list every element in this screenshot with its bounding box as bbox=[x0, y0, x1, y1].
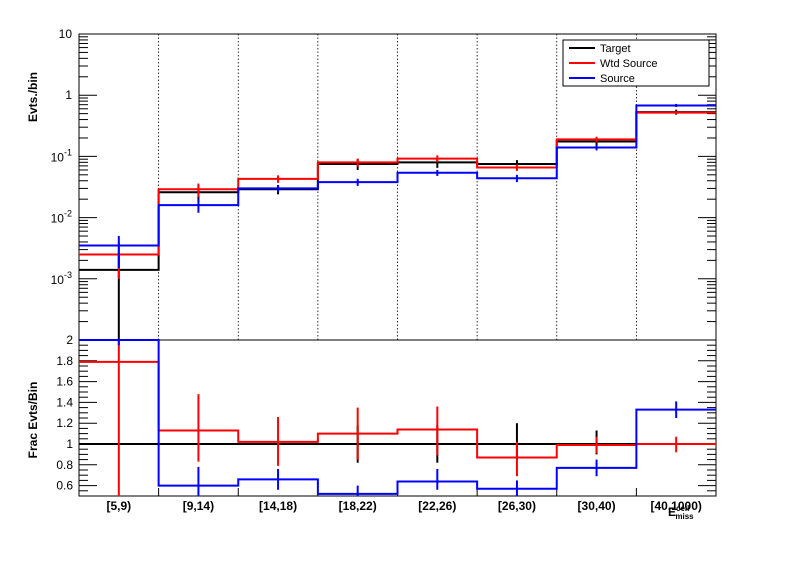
x-category-label: [18,22) bbox=[339, 499, 377, 513]
series-step-line bbox=[79, 339, 716, 495]
y-axis-title-bottom: Frac Evts/Bin bbox=[26, 382, 40, 459]
legend-entry: Source bbox=[600, 73, 635, 85]
x-category-label: [26,30) bbox=[498, 499, 536, 513]
ratio-panel-frame bbox=[78, 339, 717, 497]
x-category-label: [5,9) bbox=[106, 499, 131, 513]
y-axis-title-top: Evts./bin bbox=[26, 72, 40, 122]
y-tick-label: 1 bbox=[65, 88, 72, 102]
x-category-label: [9,14) bbox=[183, 499, 214, 513]
y-tick-label: 1.2 bbox=[56, 416, 73, 430]
y-tick-label: 1.4 bbox=[56, 395, 73, 409]
x-category-label: [14,18) bbox=[259, 499, 297, 513]
x-category-label: [22,26) bbox=[418, 499, 456, 513]
y-tick-label: 1.6 bbox=[56, 375, 73, 389]
legend-entry: Wtd Source bbox=[600, 58, 657, 70]
series-step-line bbox=[79, 111, 716, 256]
y-tick-label: 2 bbox=[66, 333, 73, 347]
x-category-label: [30,40) bbox=[578, 499, 616, 513]
y-tick-label: 1.8 bbox=[56, 354, 73, 368]
y-tick-label: 1 bbox=[66, 437, 73, 451]
x-axis-title: Ecell miss bbox=[668, 504, 694, 521]
series-source bbox=[79, 103, 716, 269]
y-tick-label: 10-2 bbox=[51, 209, 72, 226]
y-tick-label: 10 bbox=[59, 27, 73, 41]
series-target bbox=[79, 109, 716, 340]
y-tick-label: 10-3 bbox=[51, 270, 72, 287]
series-source bbox=[79, 339, 716, 496]
y-tick-label: 0.6 bbox=[56, 479, 73, 493]
y-tick-label: 10-1 bbox=[51, 147, 72, 164]
y-tick-label: 0.8 bbox=[56, 458, 73, 472]
series-wtd-source bbox=[79, 340, 716, 496]
legend-entry: Target bbox=[600, 43, 631, 55]
x-category-label: [40,1000) bbox=[651, 499, 702, 513]
